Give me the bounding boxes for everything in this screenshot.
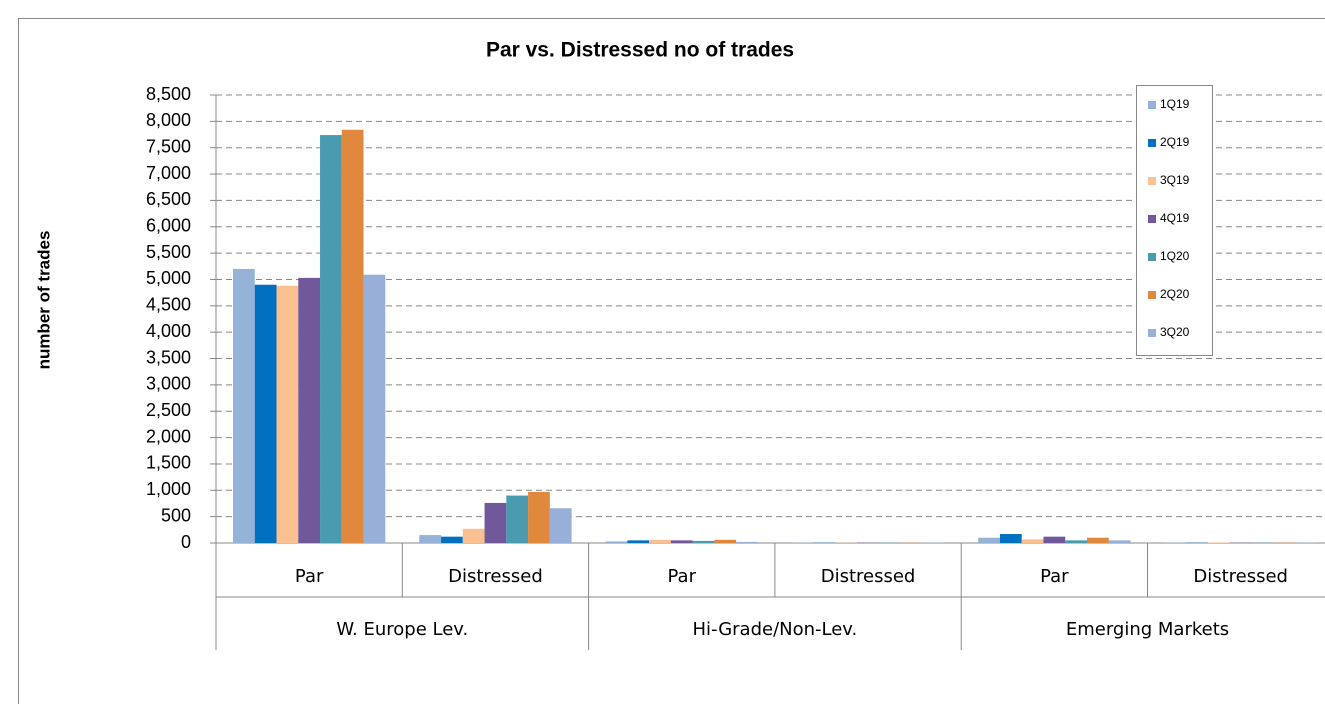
bar: [692, 540, 715, 543]
bar: [605, 541, 628, 543]
y-tick-label: 2,500: [146, 400, 191, 420]
y-axis-label: number of trades: [34, 231, 53, 370]
bar: [233, 268, 255, 543]
y-tick-label: 5,500: [146, 242, 191, 262]
legend-label: 3Q20: [1160, 325, 1190, 339]
bar: [670, 540, 693, 543]
x-tick-label: Par: [668, 566, 697, 587]
legend-swatch: [1148, 101, 1156, 109]
y-tick-label: 500: [161, 505, 191, 525]
legend-label: 1Q20: [1160, 249, 1190, 263]
bar: [484, 502, 507, 543]
bar: [254, 284, 277, 543]
bar: [298, 277, 321, 543]
bar: [714, 539, 737, 543]
legend-label: 3Q19: [1160, 173, 1190, 187]
y-tick-label: 4,000: [146, 321, 191, 341]
y-tick-label: 3,000: [146, 374, 191, 394]
legend-label: 4Q19: [1160, 211, 1190, 225]
y-tick-label: 4,500: [146, 295, 191, 315]
y-tick-label: 6,000: [146, 216, 191, 236]
legend-swatch: [1148, 177, 1156, 185]
bar: [1208, 542, 1230, 543]
y-tick-label: 1,500: [146, 453, 191, 473]
y-tick-label: 2,000: [146, 426, 191, 446]
bar: [506, 495, 529, 543]
y-tick-label: 1,000: [146, 479, 191, 499]
chart-title: Par vs. Distressed no of trades: [486, 39, 794, 62]
bar: [627, 540, 650, 543]
bar: [649, 539, 671, 543]
bar: [1021, 539, 1044, 543]
bar: [528, 491, 550, 543]
bar: [1065, 540, 1087, 543]
bar: [1043, 536, 1066, 543]
legend-box: [1136, 85, 1213, 356]
legend-label: 2Q20: [1160, 287, 1190, 301]
bar: [549, 508, 572, 543]
bar: [441, 536, 463, 543]
legend-label: 1Q19: [1160, 97, 1190, 111]
bar: [999, 534, 1022, 543]
bar: [736, 541, 758, 543]
bar: [1108, 540, 1131, 543]
legend-swatch: [1148, 291, 1156, 299]
y-tick-label: 0: [181, 532, 191, 552]
legend-label: 2Q19: [1160, 135, 1190, 149]
y-tick-label: 3,500: [146, 347, 191, 367]
y-tick-label: 7,000: [146, 163, 191, 183]
bar: [341, 129, 364, 543]
y-tick-label: 5,000: [146, 268, 191, 288]
y-tick-label: 8,500: [146, 84, 191, 104]
bar: [462, 528, 485, 543]
bar: [276, 285, 299, 543]
bar: [1086, 537, 1109, 543]
x-tick-label: Distressed: [448, 566, 543, 587]
group-label: Hi-Grade/Non-Lev.: [693, 619, 858, 640]
x-tick-label: Distressed: [1193, 566, 1288, 587]
legend-swatch: [1148, 215, 1156, 223]
x-tick-label: Par: [1040, 566, 1069, 587]
bar: [320, 135, 342, 544]
y-tick-label: 6,500: [146, 189, 191, 209]
x-tick-label: Par: [295, 566, 324, 587]
bar: [978, 537, 1000, 543]
legend-swatch: [1148, 253, 1156, 261]
legend-swatch: [1148, 139, 1156, 147]
x-tick-label: Distressed: [821, 566, 916, 587]
y-tick-label: 7,500: [146, 136, 191, 156]
bar: [419, 535, 442, 543]
y-tick-label: 8,000: [146, 110, 191, 130]
group-label: Emerging Markets: [1066, 619, 1229, 640]
legend-swatch: [1148, 329, 1156, 337]
bar: [363, 274, 386, 543]
group-label: W. Europe Lev.: [336, 619, 468, 640]
